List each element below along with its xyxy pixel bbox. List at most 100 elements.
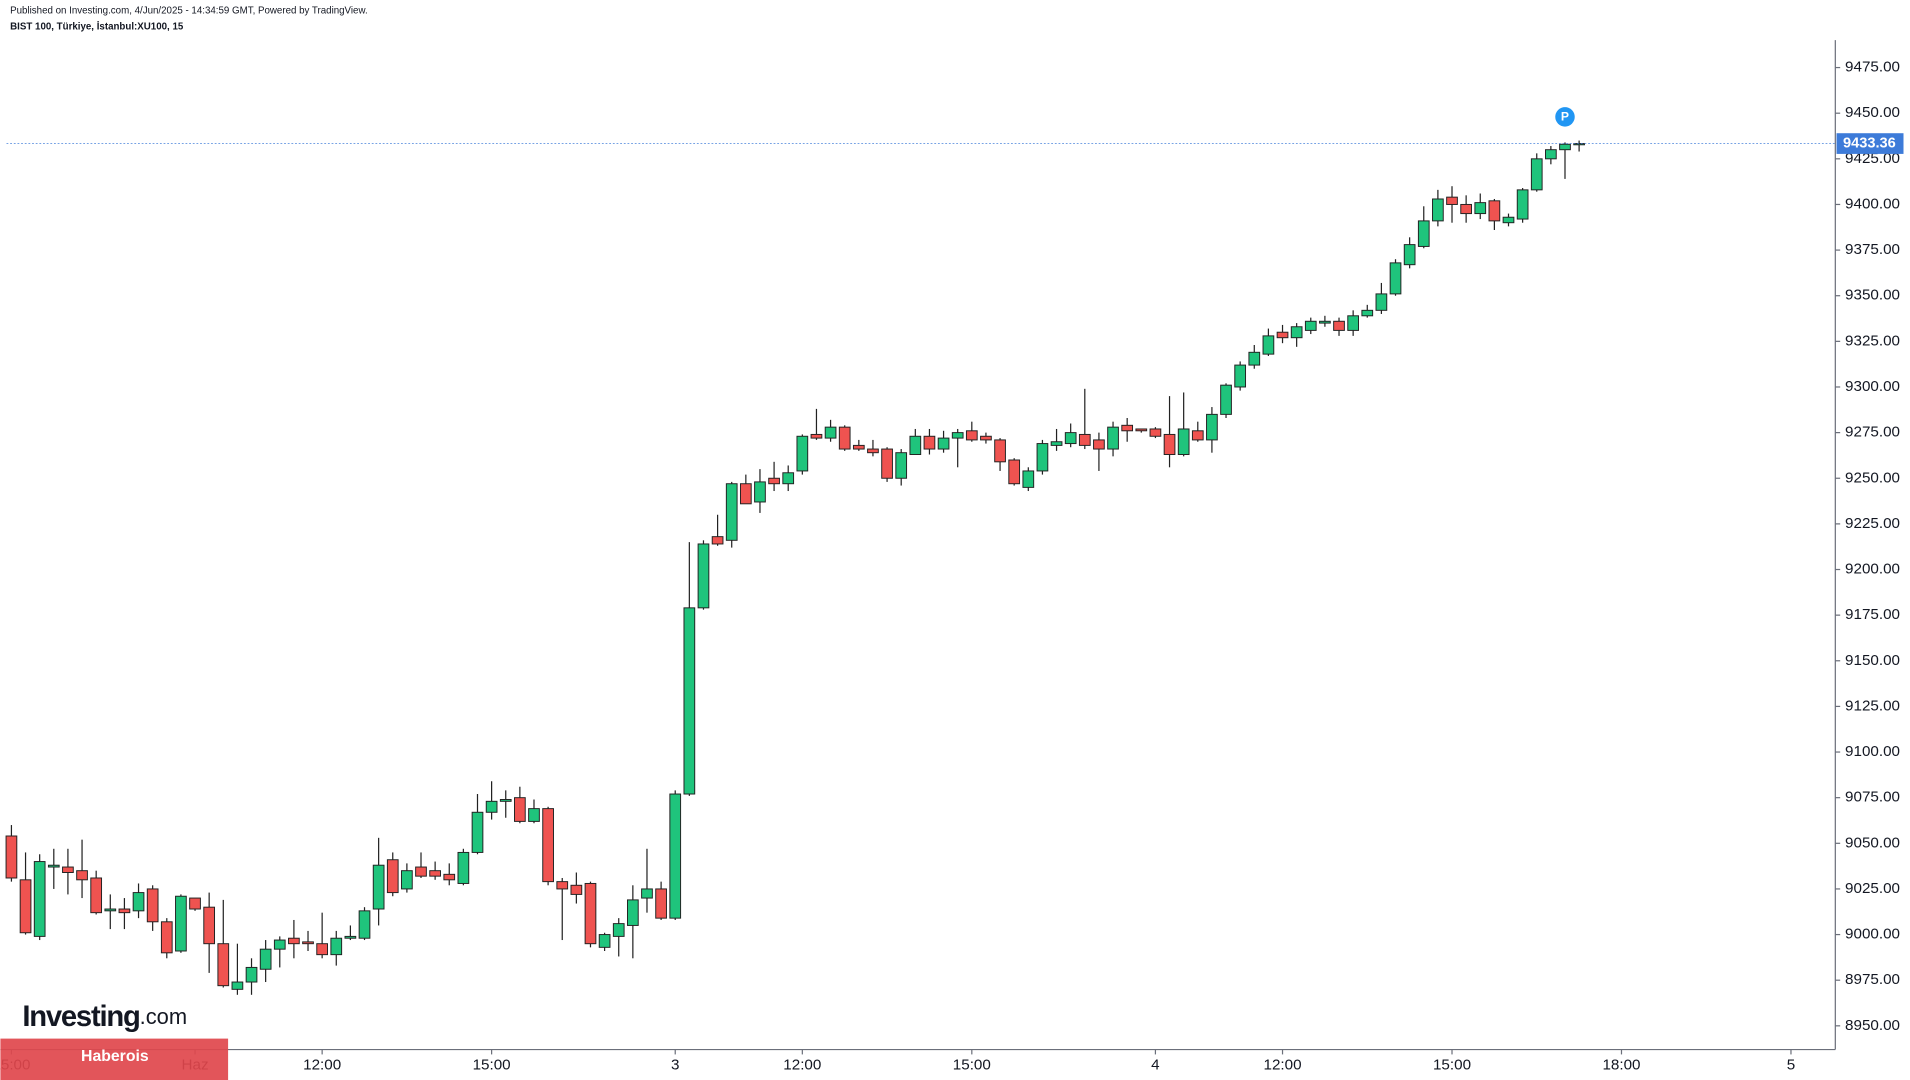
candle-body [231,981,244,990]
y-tick-label: 9075.00 [1845,789,1900,806]
candle-body [217,943,230,987]
marker-circle [1555,107,1575,127]
y-tick-label: 9000.00 [1845,926,1900,943]
y-tick-label: 9050.00 [1845,834,1900,851]
candle-body [1333,320,1345,331]
logo-main: Investing [22,1001,139,1033]
y-tick-label: 9275.00 [1845,424,1900,441]
candle-body [528,808,540,822]
candle-body [1530,158,1543,191]
x-tick-label: 3 [671,1056,679,1073]
candle-body [1177,428,1190,456]
y-tick-label: 9200.00 [1845,561,1900,578]
candle-body [895,452,908,479]
candle-body [824,426,837,439]
x-tick-label: 15:00 [473,1056,511,1073]
candle-body [1220,384,1232,415]
y-tick-label: 8975.00 [1845,971,1900,988]
candle-body [104,908,117,912]
candle-body [725,483,738,541]
badge-background [0,1038,229,1080]
candle-body [1163,433,1176,456]
candle-body [1149,428,1162,437]
candle-body [937,437,950,450]
candle-body [669,793,682,919]
candle-body [1460,203,1472,215]
candle-body [1234,364,1247,388]
y-tick-label: 9150.00 [1845,652,1900,669]
candle-body [739,483,752,505]
candle-body [330,937,343,956]
candle-body [951,432,964,439]
candle-body [132,892,145,912]
y-tick-label: 9400.00 [1845,195,1900,212]
candle-body [1276,331,1289,339]
x-tick-label: 12:00 [783,1056,821,1073]
candle-body [994,439,1006,463]
candle-body [796,435,809,472]
candle-body [499,799,512,802]
candle-body [514,797,526,822]
candle-body [1559,143,1571,151]
candle-body [203,906,216,945]
candle-body [655,888,667,919]
candle-body [1093,439,1105,450]
y-tick-label: 9300.00 [1845,378,1900,395]
x-tick-label: 18:00 [1602,1056,1640,1073]
candle-body [1121,424,1134,432]
x-tick-label: 15:00 [953,1056,991,1073]
candle-body [1389,262,1402,295]
y-tick-label: 9325.00 [1845,332,1900,349]
candle-body [344,935,357,939]
candle-body [768,477,780,485]
y-tick-label: 9025.00 [1845,880,1900,897]
y-tick-label: 9100.00 [1845,743,1900,760]
candle-body [598,934,611,948]
candle-body [90,877,103,914]
candle-body [175,895,187,952]
candle-body [1050,441,1063,446]
candle-body [1290,326,1303,339]
candle-body [980,435,992,441]
price-label-background [1836,133,1904,154]
y-tick-label: 9350.00 [1845,287,1900,304]
candle-body [302,941,314,945]
candle-body [1347,315,1359,331]
x-tick-label: 15:00 [1433,1056,1471,1073]
logo: Investing.com [22,1001,187,1033]
candle-body [189,897,201,910]
y-tick-label: 9250.00 [1845,469,1900,486]
candle-body [697,543,710,609]
candle-body [1107,426,1119,450]
y-tick-label: 9475.00 [1845,59,1900,76]
price-label: 9433.36 [1843,135,1896,151]
candle-body [288,937,300,945]
candle-body [33,861,46,937]
candle-body [1361,309,1374,317]
candle-body [1403,244,1416,266]
candle-body [358,910,371,939]
candle-body [754,481,766,503]
candle-body [909,435,922,456]
candle-body [838,426,851,450]
candle-body [584,882,597,945]
candle-body [556,881,569,890]
candle-body [1474,202,1487,215]
candle-body [683,607,696,795]
symbol-info: BIST 100, Türkiye, İstanbul:XU100, 15 [10,21,184,32]
candle-body [1545,149,1557,160]
y-tick-label: 8950.00 [1845,1017,1900,1034]
candle-body [1078,433,1091,446]
candle-body [810,433,823,439]
x-tick-label: 12:00 [1264,1056,1302,1073]
candle-body [1135,428,1148,432]
candle-body [1022,470,1035,488]
x-tick-label: 4 [1151,1056,1160,1073]
candle-body [1516,189,1529,220]
candle-body [1488,200,1501,222]
candle-body [627,899,639,926]
candle-body [160,921,173,954]
y-tick-label: 9175.00 [1845,606,1900,623]
candle-body [76,870,88,881]
